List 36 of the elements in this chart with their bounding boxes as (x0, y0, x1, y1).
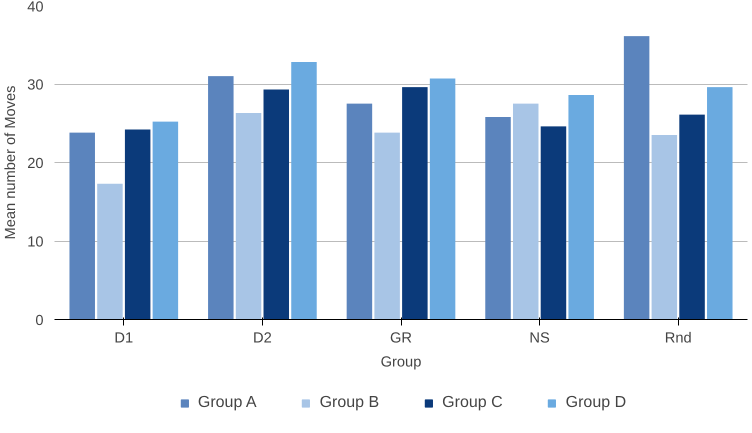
bar (346, 104, 372, 320)
bar (124, 130, 150, 320)
y-tick-label: 30 (27, 78, 44, 94)
bar (208, 76, 234, 320)
bar (152, 122, 178, 320)
bar (402, 87, 428, 320)
bar (568, 94, 594, 320)
bar (291, 62, 317, 320)
bar (512, 104, 538, 320)
y-tick-label: 40 (27, 0, 44, 16)
y-axis-title: Mean number of Moves (3, 86, 20, 240)
x-tick-label: D1 (114, 330, 134, 346)
y-tick-label: 0 (35, 313, 44, 329)
y-tick-label: 10 (27, 234, 44, 250)
y-tick-label: 20 (27, 156, 44, 172)
bar (236, 113, 262, 320)
bar (707, 87, 733, 320)
bar (374, 132, 400, 320)
legend-label: Group C (442, 394, 503, 412)
legend-label: Group B (320, 394, 380, 412)
x-tick-label: NS (529, 330, 550, 346)
x-tick-label: Rnd (664, 330, 692, 346)
x-tick-label: D2 (253, 330, 272, 346)
x-tick-label: GR (390, 330, 412, 346)
bar (624, 36, 650, 320)
bar (485, 116, 511, 320)
legend-label: Group D (566, 394, 626, 412)
bar (430, 78, 456, 320)
bar (97, 184, 123, 320)
legend-label: Group A (198, 394, 257, 412)
x-axis-title: Group (380, 354, 422, 370)
bar (540, 126, 566, 320)
bar (264, 89, 290, 320)
bar (69, 132, 95, 320)
bar (652, 135, 678, 320)
bar (679, 114, 705, 320)
